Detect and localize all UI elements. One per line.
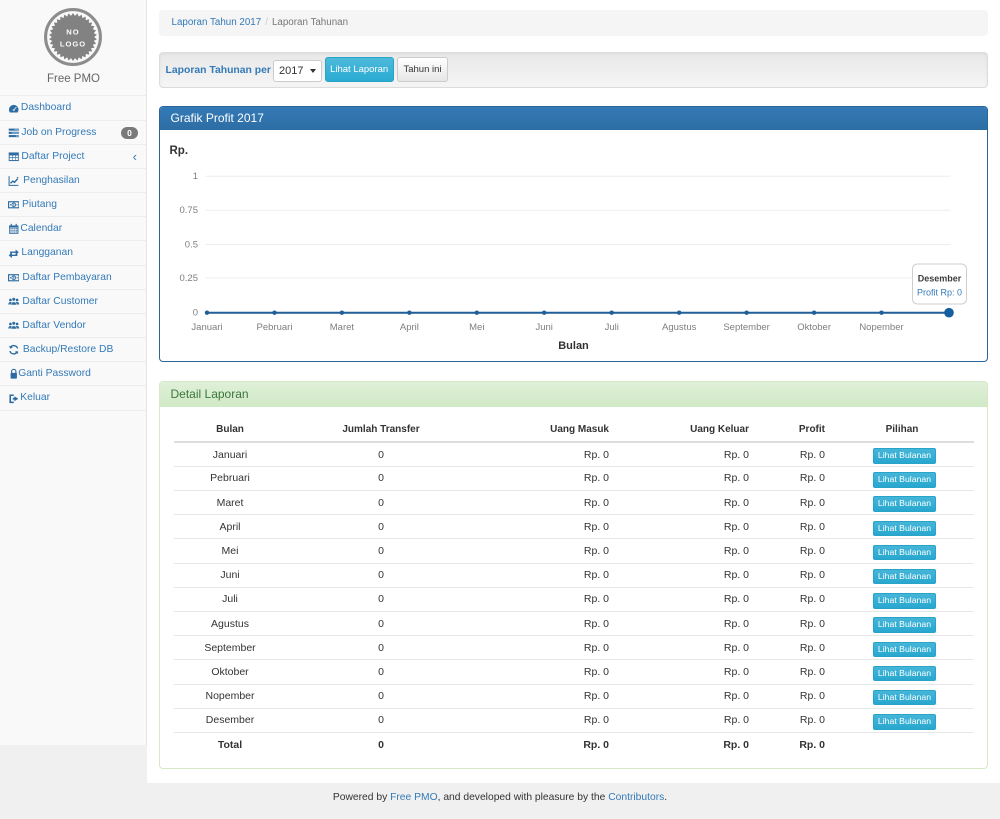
svg-text:0.25: 0.25 [180,273,199,284]
svg-text:Pebruari: Pebruari [257,322,293,333]
svg-text:0: 0 [193,308,198,319]
svg-text:Agustus: Agustus [662,322,697,333]
svg-text:Oktober: Oktober [797,322,831,333]
svg-text:April: April [400,322,419,333]
svg-text:Profit Rp: 0: Profit Rp: 0 [917,287,962,297]
svg-text:Desember: Desember [918,273,962,283]
svg-text:Nopember: Nopember [859,322,903,333]
svg-text:0.5: 0.5 [185,240,198,251]
svg-text:NO: NO [66,27,79,36]
svg-text:0.75: 0.75 [180,205,199,216]
svg-text:LOGO: LOGO [60,39,86,48]
svg-text:Januari: Januari [191,322,222,333]
svg-text:Maret: Maret [330,322,355,333]
svg-text:Bulan: Bulan [558,340,589,352]
svg-text:Juli: Juli [605,322,619,333]
svg-text:Rp.: Rp. [170,145,189,157]
svg-text:September: September [723,322,769,333]
svg-text:1: 1 [193,171,198,182]
svg-text:Juni: Juni [535,322,552,333]
svg-text:Mei: Mei [469,322,484,333]
